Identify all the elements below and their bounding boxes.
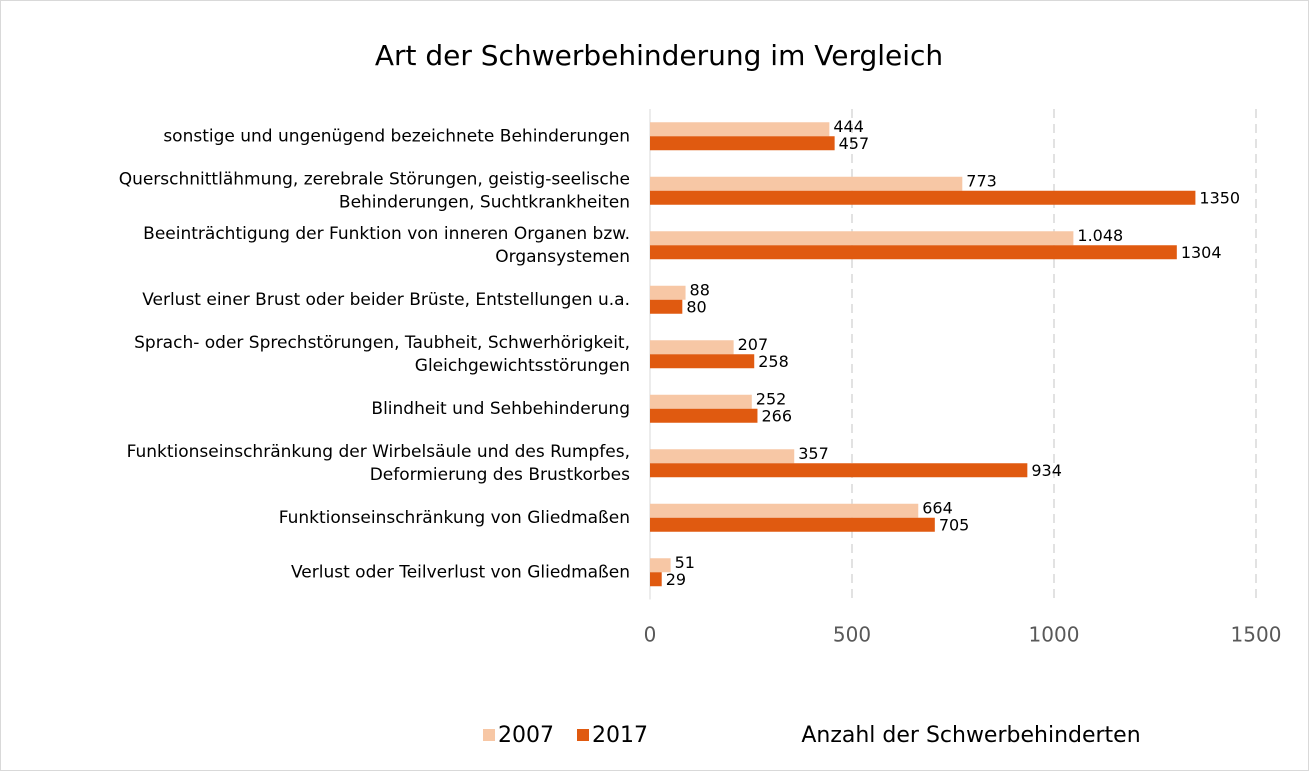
y-tick-label: Querschnittlähmung, zerebrale Störungen,… xyxy=(119,169,630,212)
bar xyxy=(650,408,758,423)
bar xyxy=(650,245,1177,260)
bar xyxy=(650,449,795,464)
y-tick-label: Verlust einer Brust oder beider Brüste, … xyxy=(142,290,630,310)
data-label: 29 xyxy=(666,570,686,589)
bar xyxy=(650,340,734,355)
y-tick-label: Funktionseinschränkung von Gliedmaßen xyxy=(279,508,630,528)
bar xyxy=(650,176,963,191)
bar xyxy=(650,572,662,587)
bar xyxy=(650,285,686,300)
data-label: 51 xyxy=(675,553,695,572)
data-label: 258 xyxy=(758,352,789,371)
bar xyxy=(650,231,1074,246)
y-tick-label: Beeinträchtigung der Funktion von innere… xyxy=(143,224,630,267)
data-label: 705 xyxy=(939,515,970,534)
bar xyxy=(650,122,830,137)
data-label: 1.048 xyxy=(1077,226,1123,245)
x-tick-label: 0 xyxy=(644,623,657,647)
data-label: 88 xyxy=(690,280,710,299)
data-label: 934 xyxy=(1031,461,1062,480)
y-tick-label: sonstige und ungenügend bezeichnete Behi… xyxy=(163,126,630,146)
x-tick-label: 1000 xyxy=(1029,623,1080,647)
y-tick-label: Sprach- oder Sprechstörungen, Taubheit, … xyxy=(134,333,630,376)
y-tick-label: Funktionseinschränkung der Wirbelsäule u… xyxy=(127,442,631,485)
legend-swatch xyxy=(483,729,495,741)
bar xyxy=(650,354,755,369)
data-label: 357 xyxy=(798,444,829,463)
data-label: 80 xyxy=(686,297,706,316)
data-label: 1304 xyxy=(1181,243,1222,262)
x-tick-label: 500 xyxy=(833,623,871,647)
y-tick-label: Blindheit und Sehbehinderung xyxy=(371,399,630,419)
bar xyxy=(650,190,1196,205)
data-label: 207 xyxy=(738,335,769,354)
bar xyxy=(650,136,835,151)
x-tick-label: 1500 xyxy=(1231,623,1282,647)
data-label: 266 xyxy=(761,406,792,425)
bar xyxy=(650,463,1028,478)
bar xyxy=(650,503,919,518)
legend-label: 2007 xyxy=(498,723,554,748)
data-label: 444 xyxy=(833,117,864,136)
x-axis-label: Anzahl der Schwerbehinderten xyxy=(801,723,1140,748)
data-label: 252 xyxy=(756,389,787,408)
data-label: 664 xyxy=(922,498,953,517)
data-label: 457 xyxy=(839,134,870,153)
data-label: 1350 xyxy=(1199,188,1240,207)
chart-title: Art der Schwerbehinderung im Vergleich xyxy=(375,39,943,72)
data-label: 773 xyxy=(966,171,997,190)
bar xyxy=(650,517,935,532)
bar xyxy=(650,299,683,314)
y-tick-label: Verlust oder Teilverlust von Gliedmaßen xyxy=(291,562,630,582)
bar xyxy=(650,558,671,573)
legend-swatch xyxy=(577,729,589,741)
bar xyxy=(650,394,752,409)
legend-label: 2017 xyxy=(592,723,648,748)
